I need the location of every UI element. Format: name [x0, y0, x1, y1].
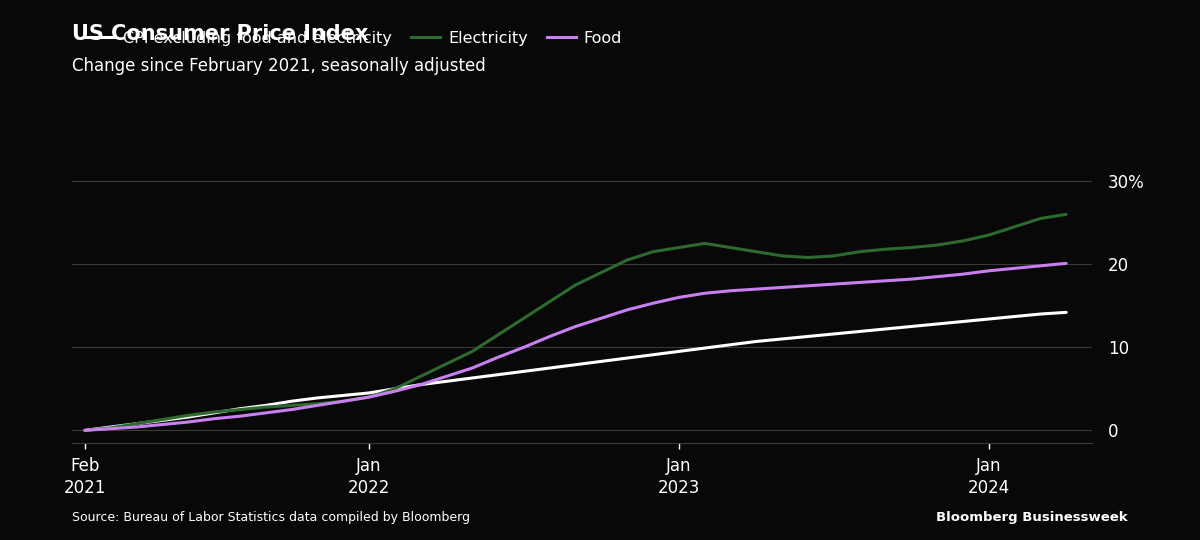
Text: Change since February 2021, seasonally adjusted: Change since February 2021, seasonally a… — [72, 57, 486, 75]
Text: Bloomberg Businessweek: Bloomberg Businessweek — [936, 511, 1128, 524]
Legend: CPI excluding food and electricity, Electricity, Food: CPI excluding food and electricity, Elec… — [80, 24, 629, 52]
Text: US Consumer Price Index: US Consumer Price Index — [72, 24, 368, 44]
Text: Source: Bureau of Labor Statistics data compiled by Bloomberg: Source: Bureau of Labor Statistics data … — [72, 511, 470, 524]
